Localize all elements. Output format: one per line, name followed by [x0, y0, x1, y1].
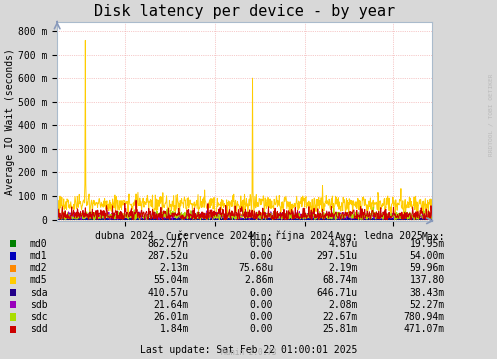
Text: 75.68u: 75.68u [238, 263, 273, 273]
Text: 0.00: 0.00 [250, 288, 273, 298]
Text: 0.00: 0.00 [250, 312, 273, 322]
Text: Avg:: Avg: [334, 232, 358, 242]
Text: sdb: sdb [30, 300, 47, 310]
Text: 25.81m: 25.81m [323, 324, 358, 334]
Text: 38.43m: 38.43m [410, 288, 445, 298]
Text: 410.57u: 410.57u [148, 288, 189, 298]
Text: 862.27n: 862.27n [148, 239, 189, 249]
Text: 0.00: 0.00 [250, 300, 273, 310]
Text: Min:: Min: [250, 232, 273, 242]
Text: 287.52u: 287.52u [148, 251, 189, 261]
Text: 137.80: 137.80 [410, 275, 445, 285]
Text: 19.95m: 19.95m [410, 239, 445, 249]
Text: Cur:: Cur: [166, 232, 189, 242]
Text: 21.64m: 21.64m [154, 300, 189, 310]
Y-axis label: Average IO Wait (seconds): Average IO Wait (seconds) [5, 48, 15, 195]
Title: Disk latency per device - by year: Disk latency per device - by year [94, 4, 395, 19]
Text: 22.67m: 22.67m [323, 312, 358, 322]
Text: 52.27m: 52.27m [410, 300, 445, 310]
Text: Munin 2.0.73: Munin 2.0.73 [221, 348, 276, 357]
Text: 2.86m: 2.86m [244, 275, 273, 285]
Text: 68.74m: 68.74m [323, 275, 358, 285]
Text: md2: md2 [30, 263, 47, 273]
Text: Last update: Sat Feb 22 01:00:01 2025: Last update: Sat Feb 22 01:00:01 2025 [140, 345, 357, 355]
Text: 4.87u: 4.87u [329, 239, 358, 249]
Text: 297.51u: 297.51u [317, 251, 358, 261]
Text: md1: md1 [30, 251, 47, 261]
Text: 2.19m: 2.19m [329, 263, 358, 273]
Text: md0: md0 [30, 239, 47, 249]
Text: 2.13m: 2.13m [160, 263, 189, 273]
Text: sda: sda [30, 288, 47, 298]
Text: 0.00: 0.00 [250, 239, 273, 249]
Text: 2.08m: 2.08m [329, 300, 358, 310]
Text: md5: md5 [30, 275, 47, 285]
Text: sdc: sdc [30, 312, 47, 322]
Text: sdd: sdd [30, 324, 47, 334]
Text: 646.71u: 646.71u [317, 288, 358, 298]
Text: 55.04m: 55.04m [154, 275, 189, 285]
Text: 59.96m: 59.96m [410, 263, 445, 273]
Text: 780.94m: 780.94m [404, 312, 445, 322]
Text: 54.00m: 54.00m [410, 251, 445, 261]
Text: 0.00: 0.00 [250, 251, 273, 261]
Text: Max:: Max: [421, 232, 445, 242]
Text: 1.84m: 1.84m [160, 324, 189, 334]
Text: 26.01m: 26.01m [154, 312, 189, 322]
Text: RRDTOOL / TOBI OETIKER: RRDTOOL / TOBI OETIKER [488, 74, 493, 156]
Text: 0.00: 0.00 [250, 324, 273, 334]
Text: 471.07m: 471.07m [404, 324, 445, 334]
